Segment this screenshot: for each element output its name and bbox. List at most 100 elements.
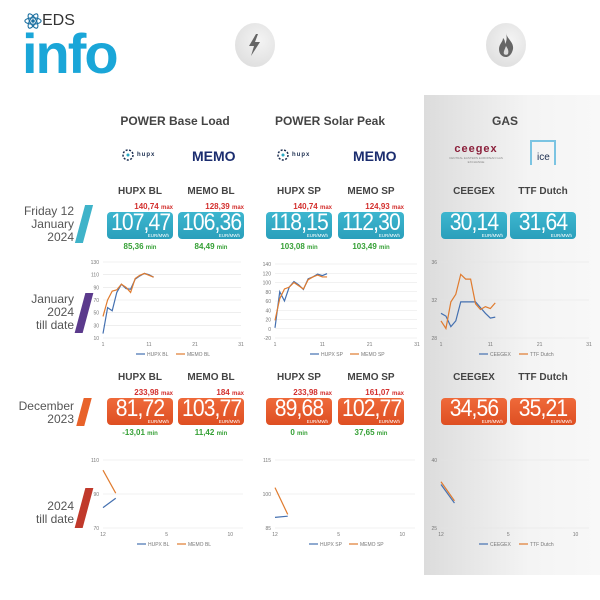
section-title-gas: GAS (491, 114, 518, 128)
legend-label: HUPX BL (147, 352, 169, 358)
series-line-memo-bl (102, 469, 117, 494)
max-value: 140,74 max (134, 202, 173, 211)
price-value: 118,15 (270, 212, 329, 236)
max-value: 161,07 max (365, 388, 404, 397)
y-tick-label: 140 (263, 262, 272, 268)
min-value: 11,42 min (194, 428, 228, 437)
price-box: 107,47 EUR/MWh (107, 212, 173, 239)
product-name: MEMO BL (187, 186, 235, 197)
series-line-ttf-dutch (440, 481, 455, 502)
max-value: 128,39 max (205, 202, 244, 211)
max-value: 184 max (216, 388, 244, 397)
unit-label: EUR/MWh (481, 419, 503, 424)
daily-row-label: Friday 12 January 2024 (23, 204, 74, 244)
legend-label: HUPX SP (321, 352, 344, 358)
price-box: 89,68 EUR/MWh (266, 398, 332, 425)
x-tick-label: 12 (272, 532, 278, 538)
series-line-ttf-dutch (440, 273, 496, 331)
memo-logo: MEMO (353, 148, 397, 164)
legend-label: TTF Dutch (530, 352, 554, 358)
price-value: 35,21 (518, 398, 568, 422)
unit-label: EUR/MWh (147, 233, 169, 238)
legend-label: MEMO BL (187, 352, 210, 358)
x-tick-label: 1 (440, 342, 443, 348)
unit-label: EUR/MWh (306, 419, 328, 424)
x-tick-label: 11 (146, 342, 151, 348)
y-tick-label: 40 (265, 308, 271, 314)
product-name: CEEGEX (453, 186, 495, 197)
x-tick-label: 11 (488, 342, 493, 348)
series-line-memo-sp (274, 274, 328, 321)
legend-label: CEEGEX (490, 542, 512, 548)
min-value: 85,36 min (123, 242, 157, 251)
legend-label: CEEGEX (490, 352, 512, 358)
product-name: HUPX BL (118, 186, 162, 197)
price-box: 35,21 EUR/MWh (510, 398, 576, 425)
product-name: MEMO BL (187, 372, 235, 383)
min-value: -13,01 min (122, 428, 158, 437)
series-line-hupx-sp (274, 515, 288, 518)
x-tick-label: 10 (227, 532, 233, 538)
y-tick-label: 85 (265, 526, 271, 532)
price-box: 102,77 EUR/MWh (338, 398, 404, 425)
y-tick-label: 0 (268, 327, 271, 333)
ice-logo: ice (530, 140, 556, 165)
price-box: 30,14 EUR/MWh (441, 212, 507, 239)
unit-label: EUR/MWh (378, 419, 400, 424)
product-name: HUPX BL (118, 372, 162, 383)
y-tick-label: 30 (93, 323, 99, 329)
price-box: 118,15 EUR/MWh (266, 212, 332, 239)
product-name: MEMO SP (347, 372, 395, 383)
legend-label: TTF Dutch (530, 542, 554, 548)
flame-icon (486, 23, 526, 67)
x-tick-label: 31 (414, 342, 420, 348)
x-tick-label: 10 (399, 532, 405, 538)
price-value: 103,77 (181, 398, 242, 422)
series-line-ceegex (440, 484, 455, 504)
x-tick-label: 21 (367, 342, 373, 348)
unit-label: EUR/MWh (378, 233, 400, 238)
y-tick-label: 25 (431, 526, 437, 532)
y-tick-label: 20 (265, 318, 271, 324)
price-value: 106,36 (181, 212, 242, 236)
atom-icon (24, 13, 42, 29)
product-name: HUPX SP (277, 372, 321, 383)
max-value: 140,74 max (293, 202, 332, 211)
unit-label: EUR/MWh (550, 233, 572, 238)
series-line-hupx-bl (102, 272, 154, 334)
y-tick-label: 40 (431, 458, 437, 464)
x-tick-label: 31 (238, 342, 244, 348)
min-value: 37,65 min (354, 428, 388, 437)
x-tick-label: 31 (586, 342, 592, 348)
y-tick-label: -20 (264, 336, 271, 342)
y-tick-label: 100 (263, 281, 272, 287)
legend-label: MEMO BL (188, 542, 211, 548)
y-tick-label: 70 (93, 298, 99, 304)
y-tick-label: 60 (265, 299, 271, 305)
price-value: 112,30 (342, 212, 401, 236)
price-value: 81,72 (115, 398, 165, 422)
price-value: 102,77 (341, 398, 402, 422)
x-tick-label: 21 (192, 342, 198, 348)
price-value: 34,56 (449, 398, 499, 422)
x-tick-label: 1 (274, 342, 277, 348)
price-value: 31,64 (518, 212, 568, 236)
y-tick-label: 110 (91, 273, 99, 279)
ceegex-logo: ceegex CENTRAL EASTERN EUROPEAN GAS EXCHA… (449, 143, 503, 164)
max-value: 124,93 max (365, 202, 404, 211)
price-box: 112,30 EUR/MWh (338, 212, 404, 239)
min-value: 84,49 min (194, 242, 228, 251)
chart-row1-label: January 2024 till date (31, 292, 74, 332)
product-name: HUPX SP (277, 186, 321, 197)
legend-label: MEMO SP (360, 542, 384, 548)
y-tick-label: 50 (93, 311, 99, 317)
legend-label: HUPX BL (148, 542, 170, 548)
unit-label: EUR/MWh (550, 419, 572, 424)
x-tick-label: 1 (102, 342, 105, 348)
hupx-logo: hupx (277, 149, 310, 161)
x-tick-label: 5 (337, 532, 340, 538)
max-value: 233,98 max (293, 388, 332, 397)
logo-eds-text: EDS (42, 12, 75, 29)
x-tick-label: 21 (537, 342, 543, 348)
y-tick-label: 130 (91, 260, 100, 266)
